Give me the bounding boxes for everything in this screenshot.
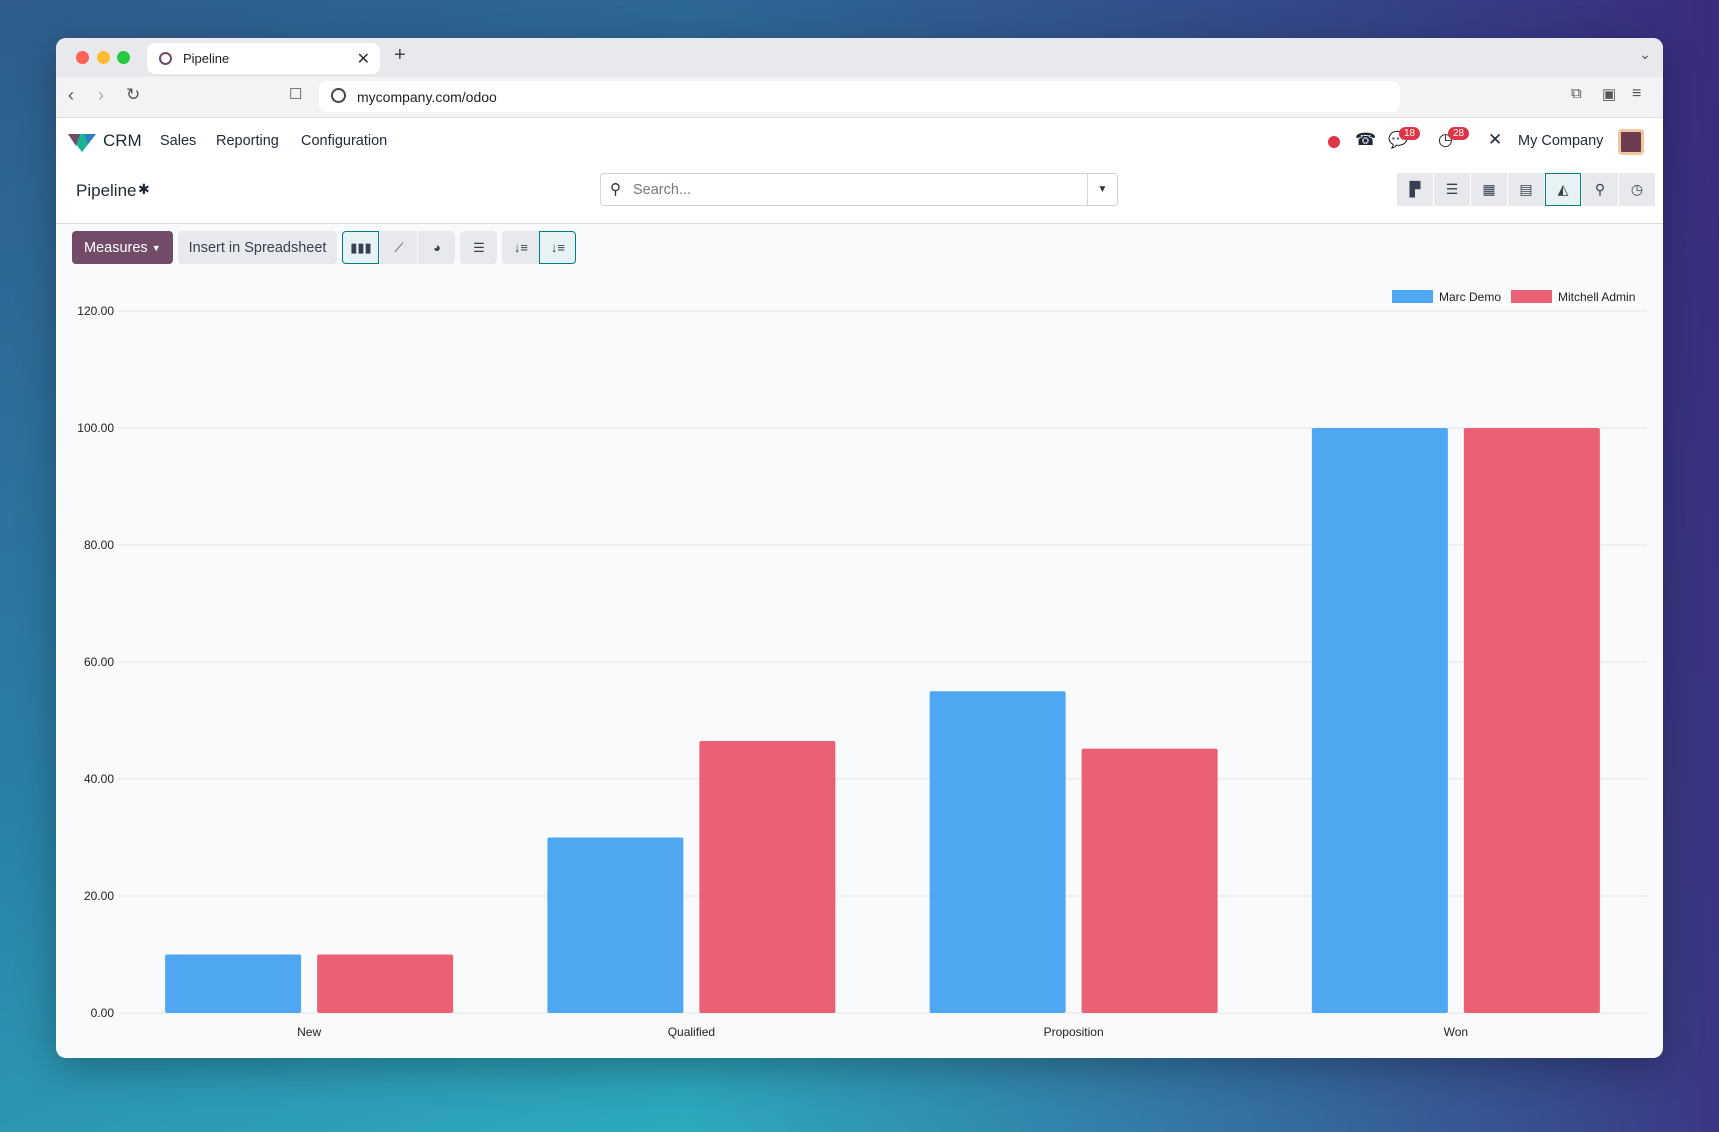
forward-icon[interactable]: › <box>98 85 104 105</box>
list-icon[interactable]: ☰ <box>1434 173 1470 206</box>
app-name[interactable]: CRM <box>103 131 142 150</box>
tools-icon[interactable]: ✕ <box>1488 130 1503 149</box>
y-tick-label: 120.00 <box>77 304 114 318</box>
menu-sales[interactable]: Sales <box>160 133 197 149</box>
new-tab-button[interactable]: + <box>394 44 406 66</box>
back-icon[interactable]: ‹ <box>68 85 74 105</box>
url-text: mycompany.com/odoo <box>357 88 497 105</box>
maximize-window-button[interactable] <box>117 51 130 64</box>
y-tick-label: 20.00 <box>84 889 114 903</box>
graph-toolbar: Measures ▼ Insert in Spreadsheet ▮▮▮ ⟋ ◕… <box>72 231 577 264</box>
bar-marc-demo <box>165 954 302 1013</box>
reload-icon[interactable]: ↻ <box>126 85 141 104</box>
x-tick-label: Qualified <box>668 1025 715 1039</box>
x-tick-label: Proposition <box>1044 1025 1104 1039</box>
line-chart-icon[interactable]: ⟋ <box>380 231 418 264</box>
kanban-icon[interactable]: ▛ <box>1397 173 1433 206</box>
bar-mitchell-admin <box>1463 428 1600 1013</box>
url-field[interactable]: mycompany.com/odoo <box>319 81 1400 112</box>
y-tick-label: 0.00 <box>91 1006 115 1020</box>
sort-ascending-icon[interactable]: ↓≡ <box>539 231 577 264</box>
crm-logo-icon[interactable] <box>68 134 96 152</box>
menu-icon[interactable]: ≡ <box>1632 85 1642 102</box>
status-dot-icon[interactable] <box>1328 136 1340 148</box>
legend-swatch <box>1511 290 1552 303</box>
legend-swatch <box>1392 290 1433 303</box>
odoo-favicon-icon <box>159 52 172 65</box>
pivot-icon[interactable]: ▤ <box>1508 173 1544 206</box>
bar-marc-demo <box>929 691 1066 1013</box>
menu-reporting[interactable]: Reporting <box>216 133 279 149</box>
view-switcher: ▛ ☰ ▦ ▤ ◭ ⚲ ◷ <box>1397 173 1656 206</box>
extensions-icon[interactable]: ⧉ <box>1571 85 1582 102</box>
address-bar-row: ‹ › ↻ ☐ mycompany.com/odoo ⧉ ▣ ≡ <box>56 77 1663 118</box>
user-avatar[interactable] <box>1618 129 1644 155</box>
minimize-window-button[interactable] <box>97 51 110 64</box>
control-panel: Pipeline ✱ ⚲ Search... ▼ ▛ ☰ ▦ ▤ ◭ ⚲ ◷ <box>56 167 1663 224</box>
map-icon[interactable]: ⚲ <box>1582 173 1618 206</box>
x-tick-label: New <box>297 1025 321 1039</box>
page-title: Pipeline <box>76 181 137 200</box>
caret-down-icon: ▼ <box>151 242 161 253</box>
messages-badge: 18 <box>1399 127 1421 140</box>
sidebar-icon[interactable]: ▣ <box>1602 86 1617 103</box>
company-switcher[interactable]: My Company <box>1518 133 1604 149</box>
calendar-icon[interactable]: ▦ <box>1471 173 1507 206</box>
insert-spreadsheet-button[interactable]: Insert in Spreadsheet <box>177 231 338 264</box>
menu-configuration[interactable]: Configuration <box>301 133 388 149</box>
tab-title: Pipeline <box>183 51 230 66</box>
y-tick-label: 60.00 <box>84 655 114 669</box>
close-tab-icon[interactable]: ✕ <box>356 51 370 68</box>
bar-chart: 0.00 20.00 40.00 60.00 80.00 100.00 120.00 New Q… <box>77 290 1647 1039</box>
bar-marc-demo <box>547 837 684 1013</box>
globe-icon <box>331 88 346 103</box>
search-icon: ⚲ <box>610 181 621 198</box>
activities-badge: 28 <box>1448 127 1470 140</box>
tab-strip: Pipeline ✕ + ⌄ <box>56 38 1663 77</box>
graph-icon[interactable]: ◭ <box>1545 173 1581 206</box>
bar-marc-demo <box>1311 428 1448 1013</box>
legend-label: Mitchell Admin <box>1558 290 1635 304</box>
bar-mitchell-admin <box>317 954 454 1013</box>
measures-button[interactable]: Measures ▼ <box>72 231 173 264</box>
odoo-navbar: CRM Sales Reporting Configuration ☎ 💬 18… <box>56 118 1663 167</box>
sort-descending-icon[interactable]: ↓≡ <box>502 231 540 264</box>
bar-chart-icon[interactable]: ▮▮▮ <box>342 231 380 264</box>
tab-list-chevron-icon[interactable]: ⌄ <box>1639 46 1651 62</box>
phone-icon[interactable]: ☎ <box>1355 130 1377 149</box>
x-tick-label: Won <box>1444 1025 1468 1039</box>
legend-label: Marc Demo <box>1439 290 1501 304</box>
search-placeholder: Search... <box>633 182 692 198</box>
gear-icon[interactable]: ✱ <box>138 181 150 197</box>
bar-mitchell-admin <box>699 740 836 1013</box>
y-tick-label: 40.00 <box>84 772 114 786</box>
close-window-button[interactable] <box>76 51 89 64</box>
browser-tab[interactable]: Pipeline ✕ <box>147 43 380 74</box>
search-input[interactable]: ⚲ Search... ▼ <box>600 173 1118 206</box>
y-tick-label: 100.00 <box>77 421 114 435</box>
bookmark-icon[interactable]: ☐ <box>289 86 303 103</box>
bar-mitchell-admin <box>1081 748 1218 1013</box>
stacked-icon[interactable]: ☰ <box>460 231 498 264</box>
y-tick-label: 80.00 <box>84 538 114 552</box>
pie-chart-icon[interactable]: ◕ <box>418 231 456 264</box>
measures-label: Measures <box>84 239 148 256</box>
browser-window: Pipeline ✕ + ⌄ ‹ › ↻ ☐ mycompany.com/odo… <box>56 38 1663 1058</box>
search-options-toggle[interactable]: ▼ <box>1087 174 1117 205</box>
activity-icon[interactable]: ◷ <box>1619 173 1655 206</box>
